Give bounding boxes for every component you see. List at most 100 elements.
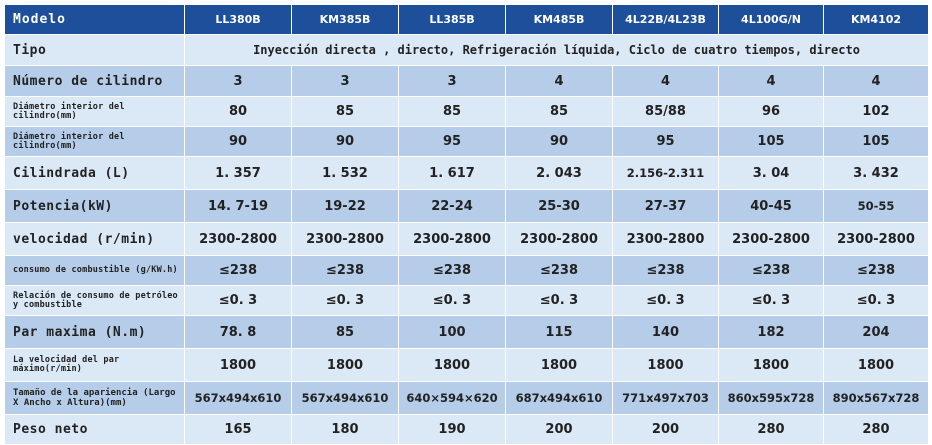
cell-value: 2300-2800 [184,222,292,256]
row-label: Potencia(kW) [4,189,185,223]
cell-value: 1800 [291,348,399,382]
cell-value: 1800 [612,348,719,382]
model-header: LL380B [184,4,292,35]
cell-value: 22-24 [398,189,506,223]
header-row: Modelo LL380B KM385B LL385B KM485B 4L22B… [4,4,929,35]
cell-value: 85 [398,96,506,127]
cell-value: 90 [291,126,399,157]
cell-value: ≤238 [184,255,292,286]
row-label: Diámetro interior del cilindro(mm) [4,96,185,127]
cell-value: 190 [398,414,506,445]
cell-value: 78. 8 [184,315,292,349]
cell-value: 2. 043 [505,156,613,190]
table-row: Par maxima (N.m) 78. 8 85 100 115 140 18… [4,315,929,349]
cell-value: 115 [505,315,613,349]
cell-value: 1800 [184,348,292,382]
cell-value: 96 [718,96,824,127]
table-row: Potencia(kW) 14. 7-19 19-22 22-24 25-30 … [4,189,929,223]
model-header: KM385B [291,4,399,35]
cell-value: 50-55 [823,189,929,223]
row-label: Par maxima (N.m) [4,315,185,349]
cell-value: 280 [718,414,824,445]
row-label: Relación de consumo de petróleo y combus… [4,285,185,316]
cell-value: 4 [505,65,613,97]
table-row: Tamaño de la apariencia (Largo X Ancho x… [4,381,929,415]
tipo-row: Tipo Inyección directa , directo, Refrig… [4,34,929,66]
spec-table-container: Modelo LL380B KM385B LL385B KM485B 4L22B… [4,4,929,445]
table-row: Peso neto 165 180 190 200 200 280 280 [4,414,929,445]
model-header: 4L22B/4L23B [612,4,719,35]
cell-value: 100 [398,315,506,349]
model-header: 4L100G/N [718,4,824,35]
row-label: Cilindrada (L) [4,156,185,190]
table-row: Relación de consumo de petróleo y combus… [4,285,929,316]
cell-value: 1. 357 [184,156,292,190]
cell-value: ≤238 [398,255,506,286]
cell-value: ≤238 [612,255,719,286]
cell-value: 2300-2800 [718,222,824,256]
cell-value: 2300-2800 [612,222,719,256]
cell-value: 3 [184,65,292,97]
cell-value: 140 [612,315,719,349]
cell-value: 567x494x610 [291,381,399,415]
cell-value: 85 [505,96,613,127]
model-header: LL385B [398,4,506,35]
table-row: Número de cilindro 3 3 3 4 4 4 4 [4,65,929,97]
cell-value: ≤0. 3 [184,285,292,316]
row-label: Diámetro interior del cilindro(mm) [4,126,185,157]
cell-value: 567x494x610 [184,381,292,415]
cell-value: 2300-2800 [291,222,399,256]
cell-value: 1800 [823,348,929,382]
cell-value: 2300-2800 [505,222,613,256]
cell-value: 890x567x728 [823,381,929,415]
table-row: Cilindrada (L) 1. 357 1. 532 1. 617 2. 0… [4,156,929,190]
row-label: Peso neto [4,414,185,445]
cell-value: 2300-2800 [823,222,929,256]
cell-value: ≤0. 3 [718,285,824,316]
cell-value: ≤238 [505,255,613,286]
cell-value: 25-30 [505,189,613,223]
cell-value: 200 [612,414,719,445]
cell-value: 90 [505,126,613,157]
row-label: Tamaño de la apariencia (Largo X Ancho x… [4,381,185,415]
model-header: KM4102 [823,4,929,35]
cell-value: 687x494x610 [505,381,613,415]
engine-spec-table: Modelo LL380B KM385B LL385B KM485B 4L22B… [4,4,929,445]
header-label: Modelo [4,4,185,35]
cell-value: 95 [612,126,719,157]
cell-value: 280 [823,414,929,445]
cell-value: 3. 04 [718,156,824,190]
cell-value: 1. 532 [291,156,399,190]
cell-value: 85 [291,96,399,127]
cell-value: 640×594×620 [398,381,506,415]
cell-value: ≤0. 3 [291,285,399,316]
table-row: La velocidad del par máximo(r/min) 1800 … [4,348,929,382]
cell-value: 771x497x703 [612,381,719,415]
cell-value: 200 [505,414,613,445]
cell-value: ≤0. 3 [505,285,613,316]
cell-value: ≤238 [823,255,929,286]
cell-value: ≤238 [718,255,824,286]
cell-value: 105 [823,126,929,157]
cell-value: 4 [612,65,719,97]
table-row: velocidad (r/min) 2300-2800 2300-2800 23… [4,222,929,256]
table-row: consumo de combustible (g/KW.h) ≤238 ≤23… [4,255,929,286]
cell-value: 2300-2800 [398,222,506,256]
cell-value: 1. 617 [398,156,506,190]
cell-value: 95 [398,126,506,157]
model-header: KM485B [505,4,613,35]
cell-value: ≤0. 3 [398,285,506,316]
cell-value: 14. 7-19 [184,189,292,223]
tipo-value: Inyección directa , directo, Refrigeraci… [184,34,929,66]
cell-value: 80 [184,96,292,127]
cell-value: 204 [823,315,929,349]
cell-value: 165 [184,414,292,445]
table-row: Diámetro interior del cilindro(mm) 80 85… [4,96,929,127]
cell-value: 1800 [718,348,824,382]
cell-value: 3 [398,65,506,97]
table-row: Diámetro interior del cilindro(mm) 90 90… [4,126,929,157]
cell-value: 860x595x728 [718,381,824,415]
row-label: velocidad (r/min) [4,222,185,256]
cell-value: 1800 [505,348,613,382]
cell-value: 85 [291,315,399,349]
